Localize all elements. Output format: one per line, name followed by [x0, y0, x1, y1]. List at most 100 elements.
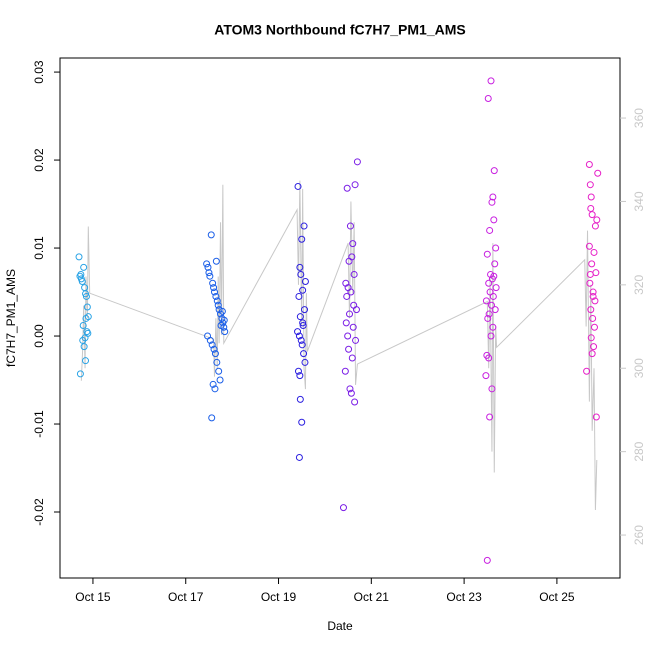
point	[210, 345, 218, 353]
point	[490, 216, 498, 224]
point	[301, 358, 309, 366]
point	[342, 319, 350, 327]
point	[217, 321, 225, 329]
point	[587, 306, 595, 314]
point	[586, 270, 594, 278]
point	[483, 556, 491, 564]
point	[587, 193, 595, 201]
y-tick-label: -0.02	[32, 498, 46, 526]
point	[78, 277, 86, 285]
y-tick-label: -0.01	[32, 410, 46, 438]
point	[487, 332, 495, 340]
point	[346, 310, 354, 318]
point	[80, 263, 88, 271]
point	[206, 272, 214, 280]
plot-box	[59, 57, 621, 579]
point	[296, 313, 304, 321]
y2-tick-label: 360	[632, 108, 646, 128]
point	[299, 321, 307, 329]
point	[588, 260, 596, 268]
point	[339, 504, 347, 512]
point	[203, 260, 211, 268]
point	[591, 222, 599, 230]
point	[345, 345, 353, 353]
y2-tick-label: 300	[632, 358, 646, 378]
point	[346, 385, 354, 393]
point	[590, 248, 598, 256]
point	[83, 303, 91, 311]
point	[485, 279, 493, 287]
point	[216, 376, 224, 384]
x-tick-label: Oct 23	[446, 590, 482, 604]
point	[592, 413, 600, 421]
point	[80, 343, 88, 351]
point	[213, 358, 221, 366]
point	[594, 169, 602, 177]
point	[344, 332, 352, 340]
point	[296, 372, 304, 380]
point	[82, 292, 90, 300]
point	[586, 279, 594, 287]
point	[209, 279, 217, 287]
point	[591, 297, 599, 305]
point	[484, 314, 492, 322]
point	[352, 336, 360, 344]
point	[77, 270, 85, 278]
point	[492, 284, 500, 292]
point	[590, 323, 598, 331]
x-tick-label: Oct 15	[75, 590, 111, 604]
point	[297, 336, 305, 344]
point	[215, 367, 223, 375]
point	[220, 316, 228, 324]
point	[485, 354, 493, 362]
x-tick-label: Oct 19	[261, 590, 297, 604]
point	[79, 321, 87, 329]
point	[298, 418, 306, 426]
point	[295, 292, 303, 300]
x-axis-label: Date	[327, 619, 353, 633]
point	[299, 319, 307, 327]
point	[348, 354, 356, 362]
y-tick-label: 0.03	[32, 60, 46, 84]
point	[485, 310, 493, 318]
point	[488, 198, 496, 206]
point	[294, 367, 302, 375]
point	[82, 357, 90, 365]
point	[486, 226, 494, 234]
point	[482, 372, 490, 380]
point	[295, 453, 303, 461]
point	[349, 240, 357, 248]
point	[489, 292, 497, 300]
point	[211, 385, 219, 393]
point	[586, 181, 594, 189]
point	[583, 367, 591, 375]
point	[295, 332, 303, 340]
y2-tick-label: 260	[632, 525, 646, 545]
y2-tick-label: 320	[632, 275, 646, 295]
point	[489, 193, 497, 201]
point	[299, 286, 307, 294]
point	[214, 301, 222, 309]
point	[351, 181, 359, 189]
y-axis-label: fC7H7_PM1_AMS	[4, 269, 18, 367]
point	[492, 244, 500, 252]
point	[589, 288, 597, 296]
point	[347, 389, 355, 397]
point	[208, 341, 216, 349]
point	[210, 288, 218, 296]
point	[212, 292, 220, 300]
y-tick-label: 0.00	[32, 324, 46, 348]
point	[587, 334, 595, 342]
point	[211, 350, 219, 358]
point	[588, 350, 596, 358]
x-tick-label: Oct 17	[168, 590, 204, 604]
point	[351, 398, 359, 406]
point	[204, 263, 212, 271]
point	[486, 413, 494, 421]
point	[353, 158, 361, 166]
point	[343, 184, 351, 192]
point	[301, 277, 309, 285]
